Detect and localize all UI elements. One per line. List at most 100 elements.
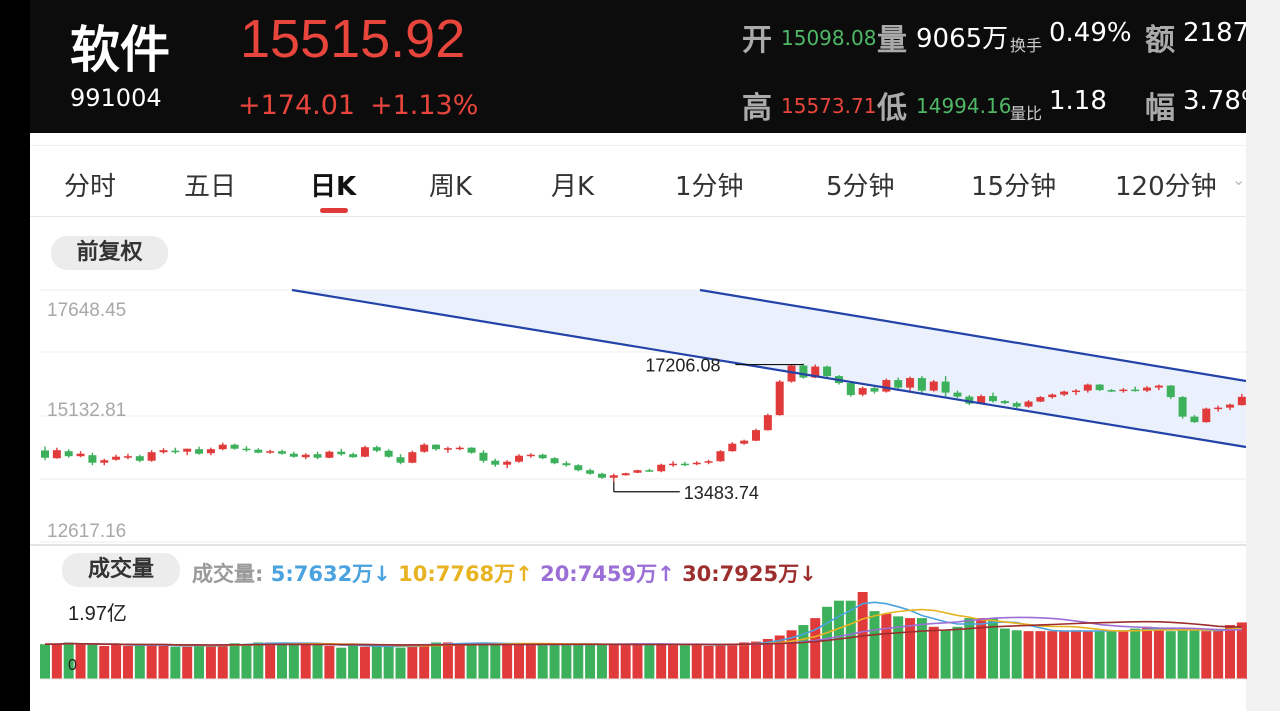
candle-body <box>526 454 535 457</box>
tab-daily-k[interactable]: 日K <box>310 172 357 202</box>
amplitude-value: 3.78% <box>1183 86 1246 116</box>
max-price-annotation: 17206.08 <box>645 356 720 376</box>
tab-five-day[interactable]: 五日 <box>184 172 237 202</box>
volume-value: 9065万 <box>916 24 1009 54</box>
tab-1-minute[interactable]: 1分钟 <box>675 172 744 202</box>
candle-body <box>989 396 997 402</box>
trend-channel-lower-line <box>291 288 1247 449</box>
price-axis-top-label: 17648.45 <box>47 300 126 321</box>
candle-body <box>360 447 369 457</box>
candle-body <box>704 461 713 463</box>
candle-body <box>597 473 606 478</box>
candle-body <box>206 449 215 454</box>
tab-5-minute[interactable]: 5分钟 <box>826 172 895 202</box>
candle-body <box>562 463 571 466</box>
candle-body <box>917 378 926 391</box>
volume-label: 量 <box>877 23 907 58</box>
volume-ma5: 5:7632万↓ <box>270 562 391 586</box>
candle-body <box>171 450 180 453</box>
candle-body <box>183 448 192 452</box>
candle-body <box>159 450 168 453</box>
chevron-down-icon[interactable]: ⌄ <box>1232 170 1246 189</box>
candle-body <box>1107 390 1116 392</box>
candle-body <box>76 453 85 457</box>
candle-body <box>538 454 547 459</box>
volume-ma30: 30:7925万↓ <box>682 562 817 586</box>
candle-body <box>775 381 784 416</box>
candle-body <box>301 454 310 458</box>
candle-body <box>455 447 464 450</box>
price-axis-mid-label: 15132.81 <box>47 400 126 421</box>
candle-body <box>266 451 275 453</box>
volume-ma20: 20:7459万↑ <box>540 562 675 586</box>
candle-body <box>1178 397 1187 417</box>
extreme-annotations <box>613 363 804 493</box>
candle-body <box>195 449 204 454</box>
candle-body <box>894 380 903 388</box>
candle-body <box>645 470 654 472</box>
candles-group <box>41 363 1246 482</box>
candle-body <box>977 396 986 404</box>
turnover-value: 0.49% <box>1049 18 1132 48</box>
candle-body <box>396 457 405 463</box>
tab-intraday[interactable]: 分时 <box>64 172 117 202</box>
candle-body <box>230 444 239 449</box>
volume-ratio-label: 量比 <box>1010 104 1043 123</box>
candle-body <box>1202 408 1211 423</box>
candle-body <box>752 430 760 441</box>
candle-body <box>432 444 441 450</box>
candle-body <box>858 388 867 395</box>
quote-header: 软件 991004 15515.92 +174.01 +1.13% 开 1509… <box>30 0 1246 133</box>
tab-monthly-k[interactable]: 月K <box>551 172 595 202</box>
candle-body <box>1143 387 1152 391</box>
candle-body <box>680 463 689 466</box>
candle-body <box>621 473 630 476</box>
candle-body <box>740 440 749 444</box>
candle-body <box>953 392 962 397</box>
candle-body <box>112 456 121 460</box>
candle-body <box>123 456 132 458</box>
active-tab-indicator <box>320 208 348 213</box>
candle-body <box>408 452 417 463</box>
candle-body <box>52 450 61 459</box>
candle-body <box>349 454 358 458</box>
adjust-mode-button[interactable]: 前复权 <box>51 236 168 270</box>
candle-body <box>420 444 429 452</box>
candle-body <box>1071 390 1080 393</box>
candle-body <box>1214 407 1223 410</box>
candle-body <box>692 462 701 465</box>
volume-ratio-value: 1.18 <box>1049 86 1107 116</box>
candle-body <box>1036 397 1045 402</box>
tab-weekly-k[interactable]: 周K <box>429 172 473 202</box>
candle-body <box>467 447 476 453</box>
candle-body <box>669 463 678 466</box>
tab-120-minute[interactable]: 120分钟 <box>1115 172 1217 202</box>
tab-15-minute[interactable]: 15分钟 <box>971 172 1057 202</box>
candle-body <box>941 381 950 393</box>
candle-body <box>787 365 796 382</box>
candle-body <box>88 455 97 463</box>
candle-body <box>823 366 832 377</box>
period-tabs: 分时 五日 日K 周K 月K 1分钟 5分钟 15分钟 120分钟 ⌄ <box>30 145 1246 217</box>
candle-body <box>135 456 144 461</box>
low-label: 低 <box>877 91 907 126</box>
volume-indicator-button[interactable]: 成交量 <box>62 553 180 587</box>
candle-body <box>372 447 381 451</box>
candle-body <box>254 449 263 453</box>
candle-body <box>100 460 109 463</box>
candle-body <box>147 452 156 461</box>
candle-body <box>846 383 855 396</box>
candle-body <box>1154 385 1163 388</box>
stock-name: 软件 <box>70 21 170 79</box>
right-edge-strip <box>1246 0 1280 711</box>
candle-body <box>41 450 49 458</box>
price-change: +174.01 <box>238 90 356 121</box>
candle-body <box>479 452 488 461</box>
candle-body <box>1083 384 1092 391</box>
price-axis-bottom-label: 12617.16 <box>47 521 126 542</box>
candle-body <box>550 458 559 464</box>
candle-body <box>1012 403 1021 407</box>
candle-body <box>799 365 808 378</box>
candle-body <box>811 366 820 378</box>
last-price: 15515.92 <box>240 9 466 69</box>
